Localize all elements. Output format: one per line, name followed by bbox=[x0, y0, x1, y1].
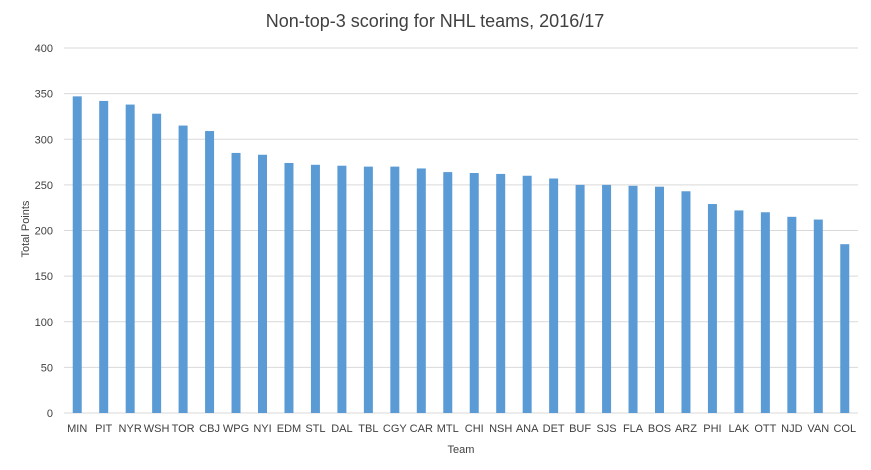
x-tick-label: CBJ bbox=[199, 423, 220, 435]
bar-nyr bbox=[125, 104, 135, 413]
bars bbox=[72, 96, 850, 414]
y-axis-title: Total Points bbox=[20, 200, 32, 257]
x-tick-label: DAL bbox=[331, 423, 352, 435]
x-tick-label: FLA bbox=[623, 423, 644, 435]
bar-tbl bbox=[363, 166, 373, 413]
bar-ott bbox=[760, 212, 770, 413]
x-tick-label: TBL bbox=[358, 423, 378, 435]
x-tick-label: STL bbox=[305, 423, 325, 435]
y-tick-label: 350 bbox=[35, 89, 53, 101]
bar-stl bbox=[310, 164, 320, 413]
bar-nyi bbox=[258, 154, 267, 413]
bar-cbj bbox=[205, 131, 215, 413]
y-tick-label: 50 bbox=[41, 362, 53, 374]
x-tick-label: WPG bbox=[223, 423, 249, 435]
bar-van bbox=[813, 219, 823, 413]
bar-min bbox=[72, 96, 82, 414]
x-tick-label: TOR bbox=[172, 423, 195, 435]
y-tick-label: 250 bbox=[35, 180, 53, 192]
x-tick-label: PIT bbox=[95, 423, 112, 435]
y-tick-label: 100 bbox=[35, 317, 53, 329]
x-axis-ticks: MIN PIT NYR WSH TOR CBJ WPG NYI EDM STL DAL TBL CGY C… bbox=[67, 423, 856, 435]
bar-pit bbox=[99, 100, 109, 414]
bar-ana bbox=[522, 175, 532, 413]
bar-dal bbox=[337, 165, 347, 413]
bar-car bbox=[416, 168, 426, 413]
x-tick-label: OTT bbox=[754, 423, 776, 435]
x-tick-label: WSH bbox=[144, 423, 170, 435]
x-tick-label: ANA bbox=[516, 423, 539, 435]
bar-mtl bbox=[443, 172, 453, 413]
bar-arz bbox=[681, 191, 691, 413]
bar-chi bbox=[469, 173, 479, 413]
x-tick-label: NYR bbox=[119, 423, 142, 435]
x-tick-label: EDM bbox=[277, 423, 301, 435]
bar-nsh bbox=[496, 173, 506, 413]
x-tick-label: NJD bbox=[781, 423, 802, 435]
x-axis-title: Team bbox=[448, 444, 475, 456]
bar-fla bbox=[628, 185, 638, 413]
x-tick-label: VAN bbox=[807, 423, 829, 435]
x-tick-label: ARZ bbox=[675, 423, 697, 435]
bar-njd bbox=[787, 216, 797, 413]
x-tick-label: CGY bbox=[383, 423, 408, 435]
bar-tor bbox=[178, 125, 188, 413]
y-tick-label: 400 bbox=[35, 43, 53, 55]
x-tick-label: NYI bbox=[253, 423, 271, 435]
x-tick-label: BOS bbox=[648, 423, 671, 435]
x-tick-label: NSH bbox=[489, 423, 512, 435]
bar-cgy bbox=[390, 166, 400, 413]
y-axis-ticks: 0 50 100 150 200 250 300 350 400 bbox=[35, 43, 53, 420]
x-tick-label: COL bbox=[833, 423, 856, 435]
bar-bos bbox=[655, 186, 664, 413]
y-tick-label: 150 bbox=[35, 271, 53, 283]
x-tick-label: CAR bbox=[410, 423, 433, 435]
bar-phi bbox=[707, 204, 717, 413]
bar-wsh bbox=[152, 113, 162, 413]
y-tick-label: 0 bbox=[47, 408, 53, 420]
x-tick-label: SJS bbox=[596, 423, 616, 435]
x-tick-label: LAK bbox=[729, 423, 750, 435]
x-tick-label: BUF bbox=[569, 423, 591, 435]
x-tick-label: PHI bbox=[703, 423, 721, 435]
bar-lak bbox=[734, 210, 744, 413]
x-tick-label: DET bbox=[543, 423, 565, 435]
y-tick-label: 200 bbox=[35, 226, 53, 238]
bar-sjs bbox=[602, 184, 612, 413]
bar-buf bbox=[575, 184, 585, 413]
y-tick-label: 300 bbox=[35, 134, 53, 146]
bar-edm bbox=[284, 162, 294, 413]
chart-title: Non-top-3 scoring for NHL teams, 2016/17 bbox=[266, 11, 605, 31]
x-tick-label: CHI bbox=[465, 423, 484, 435]
bar-wpg bbox=[231, 152, 241, 413]
x-tick-label: MIN bbox=[67, 423, 87, 435]
bar-det bbox=[549, 178, 559, 413]
x-tick-label: MTL bbox=[437, 423, 459, 435]
gridlines bbox=[64, 47, 858, 414]
bar-col bbox=[840, 244, 850, 413]
